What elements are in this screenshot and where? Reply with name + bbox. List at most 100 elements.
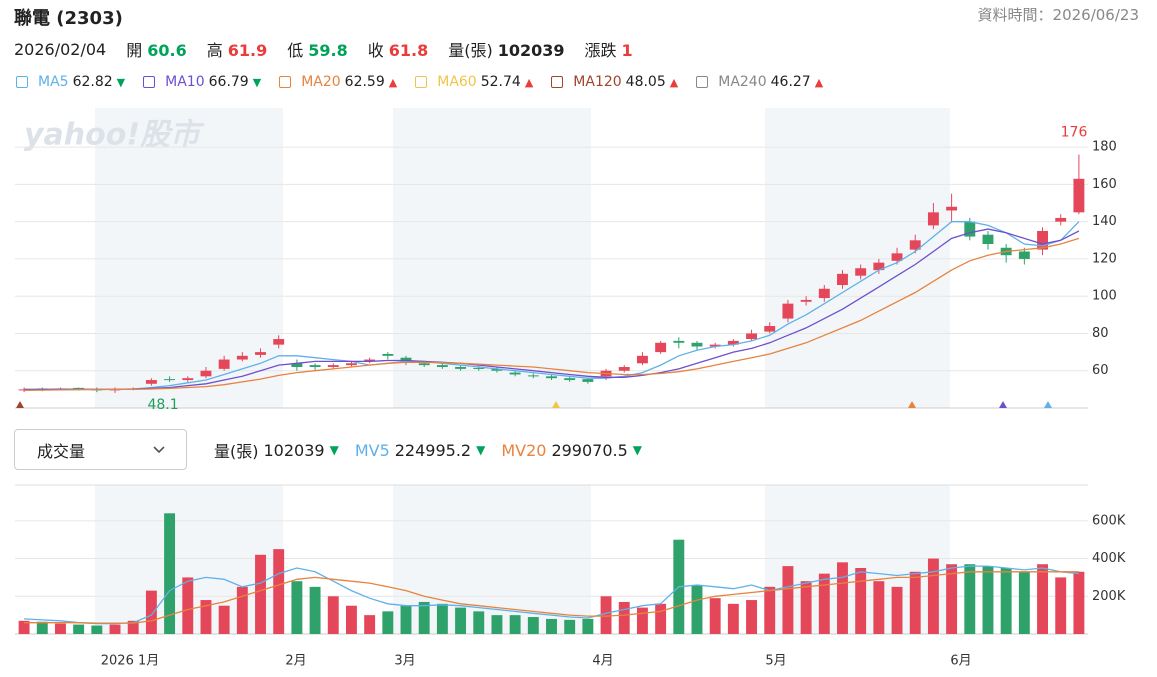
y-tick-label: 160 bbox=[1092, 177, 1117, 192]
candle-body bbox=[891, 253, 903, 261]
volume-bar bbox=[1073, 571, 1085, 634]
ma-legend: MA5 62.82 ▼ MA10 66.79 ▼ MA20 62.59 ▲ MA60 52.74 ▲ M… bbox=[16, 74, 823, 90]
ma-name: MA240 bbox=[718, 74, 767, 90]
checkbox bbox=[415, 76, 428, 88]
candle-body bbox=[618, 367, 630, 371]
vol-value: 299070.5 bbox=[551, 440, 628, 460]
candle-body bbox=[1037, 230, 1048, 250]
quote-value: 102039 bbox=[497, 41, 565, 60]
volume-bar bbox=[1037, 564, 1048, 634]
volume-legend-item: MV5 224995.2 ▼ bbox=[355, 441, 486, 460]
ma-name: MA20 bbox=[301, 74, 341, 90]
candle-body bbox=[18, 389, 30, 391]
x-tick-label: 5月 bbox=[765, 654, 786, 669]
volume-bar bbox=[418, 601, 430, 634]
volume-bar bbox=[145, 590, 157, 634]
volume-bar bbox=[164, 513, 176, 634]
candle-body bbox=[1073, 178, 1085, 213]
checkbox bbox=[279, 76, 292, 88]
volume-bar bbox=[600, 596, 612, 634]
y-tick-label: 400K bbox=[1092, 551, 1126, 566]
ma-trend: ▼ bbox=[252, 75, 262, 89]
quote-item: 量(張) 102039 bbox=[448, 37, 564, 61]
candle-body bbox=[909, 240, 921, 250]
candle-body bbox=[145, 380, 157, 384]
volume-bar bbox=[364, 615, 376, 634]
ma-trend: ▲ bbox=[814, 75, 824, 89]
volume-bar bbox=[73, 624, 85, 634]
ma-name: MA10 bbox=[165, 74, 205, 90]
quote-item: 高 61.9 bbox=[207, 37, 268, 61]
candle-body bbox=[964, 221, 976, 237]
x-tick-label: 3月 bbox=[394, 654, 415, 669]
y-tick-label: 140 bbox=[1092, 214, 1117, 229]
dropdown-label: 成交量 bbox=[37, 441, 86, 461]
ma-trend: ▲ bbox=[669, 75, 679, 89]
candle-body bbox=[873, 262, 885, 271]
ma-line bbox=[24, 565, 1079, 625]
candle-body bbox=[655, 342, 667, 353]
volume-bar bbox=[309, 586, 321, 634]
quote-date: 2026/02/04 bbox=[14, 39, 107, 59]
candle-body bbox=[855, 268, 867, 276]
volume-bar bbox=[709, 598, 721, 634]
candle-body bbox=[636, 355, 648, 364]
y-tick-label: 600K bbox=[1092, 513, 1126, 528]
candle-body bbox=[109, 389, 121, 391]
ma-line bbox=[24, 221, 1080, 391]
ma-trend: ▼ bbox=[116, 75, 126, 89]
vol-trend: ▼ bbox=[632, 443, 643, 457]
quote-label: 高 bbox=[206, 41, 223, 60]
candle-body bbox=[946, 206, 958, 211]
y-tick-label: 120 bbox=[1092, 251, 1117, 266]
volume-bar bbox=[673, 539, 685, 634]
candle-body bbox=[709, 344, 721, 347]
indicator-dropdown[interactable]: 成交量 bbox=[14, 429, 187, 470]
checkbox bbox=[696, 76, 709, 88]
volume-bar bbox=[891, 586, 903, 634]
candle-body bbox=[291, 363, 303, 368]
ma-name: MA120 bbox=[573, 74, 622, 90]
x-tick-label: 6月 bbox=[950, 654, 971, 669]
min-label: 48.1 bbox=[147, 397, 178, 413]
ma-legend-item: MA240 46.27 ▲ bbox=[696, 74, 823, 90]
volume-bar bbox=[618, 601, 630, 634]
candle-body bbox=[582, 379, 594, 382]
volume-bar bbox=[91, 625, 103, 634]
candle-body bbox=[982, 234, 994, 245]
candle-body bbox=[236, 355, 248, 360]
ma-line bbox=[24, 228, 1080, 391]
quote-item: 開 60.6 bbox=[126, 37, 187, 61]
candle-body bbox=[436, 365, 448, 368]
candle-body bbox=[837, 273, 848, 286]
quote-value: 1 bbox=[621, 41, 633, 60]
vol-name: 量(張) bbox=[214, 442, 259, 461]
volume-bar bbox=[400, 605, 412, 634]
ma-legend-item: MA10 66.79 ▼ bbox=[143, 74, 261, 90]
vol-value: 224995.2 bbox=[394, 440, 472, 460]
volume-bar bbox=[818, 573, 830, 634]
volume-bar bbox=[291, 581, 303, 634]
candle-body bbox=[546, 376, 557, 379]
x-tick-label: 2月 bbox=[285, 654, 306, 669]
volume-bar bbox=[491, 615, 503, 634]
volume-bar bbox=[546, 618, 557, 634]
checkbox bbox=[16, 76, 28, 88]
checkbox bbox=[143, 76, 156, 88]
volume-bar bbox=[36, 621, 48, 634]
candle-body bbox=[327, 365, 339, 368]
quote-item: 漲跌 1 bbox=[585, 37, 633, 61]
month-bands bbox=[95, 108, 950, 634]
volume-bar bbox=[236, 586, 248, 634]
candle-body bbox=[764, 326, 776, 332]
vol-name: MV5 bbox=[354, 440, 390, 460]
candle-body bbox=[309, 365, 321, 368]
volume-bar bbox=[582, 618, 594, 634]
vol-value: 102039 bbox=[263, 440, 325, 460]
quote-label: 低 bbox=[287, 41, 304, 60]
y-tick-label: 100 bbox=[1092, 289, 1117, 304]
vol-name: MV20 bbox=[501, 440, 547, 460]
candle-body bbox=[782, 303, 794, 319]
volume-bar bbox=[800, 581, 812, 634]
